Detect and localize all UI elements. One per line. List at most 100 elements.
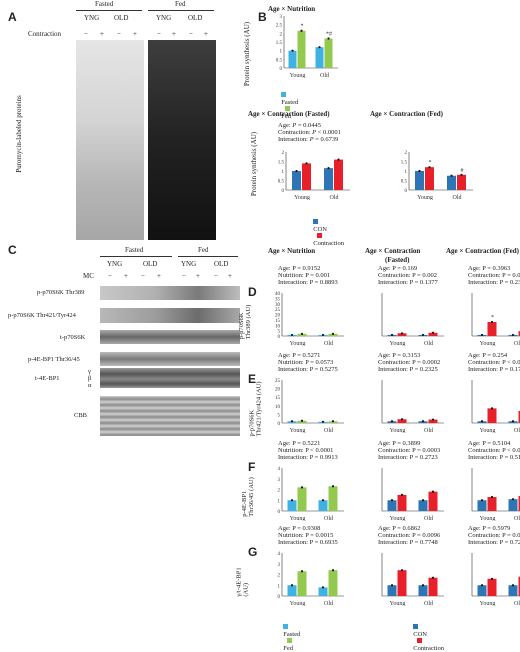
panelA-sign-7: −	[189, 30, 193, 38]
panel-label-c: C	[8, 243, 17, 257]
data-point	[491, 496, 493, 498]
x-tick-label: Young	[390, 428, 406, 433]
data-point	[305, 162, 307, 164]
y-tick-label: 15	[275, 396, 281, 401]
data-point	[295, 170, 297, 172]
panelC-sign-6: +	[196, 272, 200, 280]
y-tick-label: 0	[278, 422, 281, 427]
stat-line: Contraction: P = 0.0096	[378, 532, 440, 539]
panelC-row-label-4: p-4E-BP1 Thr36/45	[28, 356, 80, 363]
data-point	[332, 569, 334, 571]
panelC-row-label-2: p-p70S6K Thr421/Tyr424	[8, 312, 76, 319]
stat-line: Interaction: P = 0.2723	[378, 454, 440, 461]
stat-line: Interaction: P = 0.7748	[378, 539, 440, 546]
data-point	[428, 166, 430, 168]
stat-line: Interaction: P = 0.6935	[278, 539, 338, 546]
x-tick-label: Young	[290, 516, 306, 521]
stat-line: Age: P = 0.9152	[278, 265, 338, 272]
legend-bottom-swatch-con	[413, 624, 418, 629]
legend-bottom-label-fed: Fed	[283, 645, 293, 652]
data-point	[418, 170, 420, 172]
data-point	[491, 407, 493, 409]
stat-line: Age: P = 0.5221	[278, 440, 338, 447]
y-tick-label: 15	[275, 319, 281, 324]
ylabel-line2: Thr36/45 (AU)	[248, 477, 255, 517]
data-point	[422, 499, 424, 501]
data-point	[481, 334, 483, 336]
data-point	[291, 334, 293, 336]
y-tick-label: 0.5	[401, 180, 408, 185]
col-header-2-line1: Age × Contraction	[365, 247, 420, 255]
x-tick-label: Old	[330, 195, 339, 200]
x-tick-label: Old	[514, 428, 520, 433]
legend-bottom-nutrition: Fasted Fed	[280, 617, 300, 652]
bar	[329, 486, 338, 511]
panelA-line-fasted	[76, 10, 142, 11]
panelC-sign-4: +	[157, 272, 161, 280]
x-tick-label: Young	[480, 601, 496, 606]
panelB-left-stats: Age: P = 0.0445 Contraction: P < 0.0001 …	[278, 122, 341, 143]
panelB-stat-interaction: 0.6739	[321, 136, 339, 143]
panelA-group-1: YNG	[84, 14, 99, 22]
panelA-condition-fed: Fed	[175, 0, 186, 8]
panelC-condition-fasted: Fasted	[125, 246, 143, 254]
panelA-line-fed	[148, 10, 214, 11]
stat-line: Interaction: P = 0.5275	[278, 366, 338, 373]
row-g-chart-3: Young Old	[458, 551, 520, 606]
data-point	[401, 494, 403, 496]
legend-bottom-label-con: CON	[413, 631, 427, 638]
y-tick-label: 1.5	[278, 161, 285, 166]
panelC-sign-2: +	[124, 272, 128, 280]
bar	[419, 500, 428, 511]
y-tick-label: 0.5	[278, 180, 285, 185]
bar	[329, 570, 338, 596]
data-point	[422, 584, 424, 586]
data-point	[391, 334, 393, 336]
y-tick-label: 2	[405, 151, 408, 156]
x-tick-label: Young	[290, 341, 306, 346]
data-point	[512, 420, 514, 422]
significance-mark: *#	[326, 32, 332, 38]
stat-line: Age: P = 0.5104	[468, 440, 520, 447]
data-point	[432, 332, 434, 334]
ylabel-line2: Thr421/Tyr424 (AU)	[255, 382, 262, 437]
x-tick-label: Old	[514, 601, 520, 606]
data-point	[460, 174, 462, 176]
y-tick-label: 0	[278, 595, 281, 600]
panelA-sign-1: −	[84, 30, 88, 38]
y-tick-label: 1	[405, 170, 408, 175]
y-tick-label: 1	[282, 170, 285, 175]
x-tick-label: Old	[424, 516, 433, 521]
y-tick-label: 1	[278, 584, 281, 589]
y-tick-label: 10	[275, 324, 281, 329]
stat-line: Age: P = 0.169	[378, 265, 438, 272]
legend-label-contraction: Contraction	[313, 240, 344, 247]
panelC-greek-alpha: α	[88, 382, 91, 389]
data-point	[401, 569, 403, 571]
panelA-sign-6: +	[172, 30, 176, 38]
panelC-sign-8: +	[228, 272, 232, 280]
bar	[457, 175, 466, 190]
x-tick-label: Young	[480, 341, 496, 346]
panelC-row-label-5: t-4E-BP1	[35, 375, 60, 382]
data-point	[301, 420, 303, 422]
ylabel-line2: Thr389 (AU)	[245, 305, 252, 339]
stat-line: Contraction: P = 0.0003	[378, 447, 440, 454]
data-point	[391, 420, 393, 422]
legend-label-con: CON	[313, 226, 327, 233]
y-tick-label: 25	[275, 379, 281, 384]
panelB-stat-contraction: < 0.0001	[318, 129, 341, 136]
stat-line: Age: P = 0.254	[468, 352, 520, 359]
bar	[319, 587, 328, 596]
data-point	[337, 159, 339, 161]
data-point	[491, 578, 493, 580]
data-point	[301, 333, 303, 335]
stat-line: Interaction: P = 0.9913	[278, 454, 338, 461]
